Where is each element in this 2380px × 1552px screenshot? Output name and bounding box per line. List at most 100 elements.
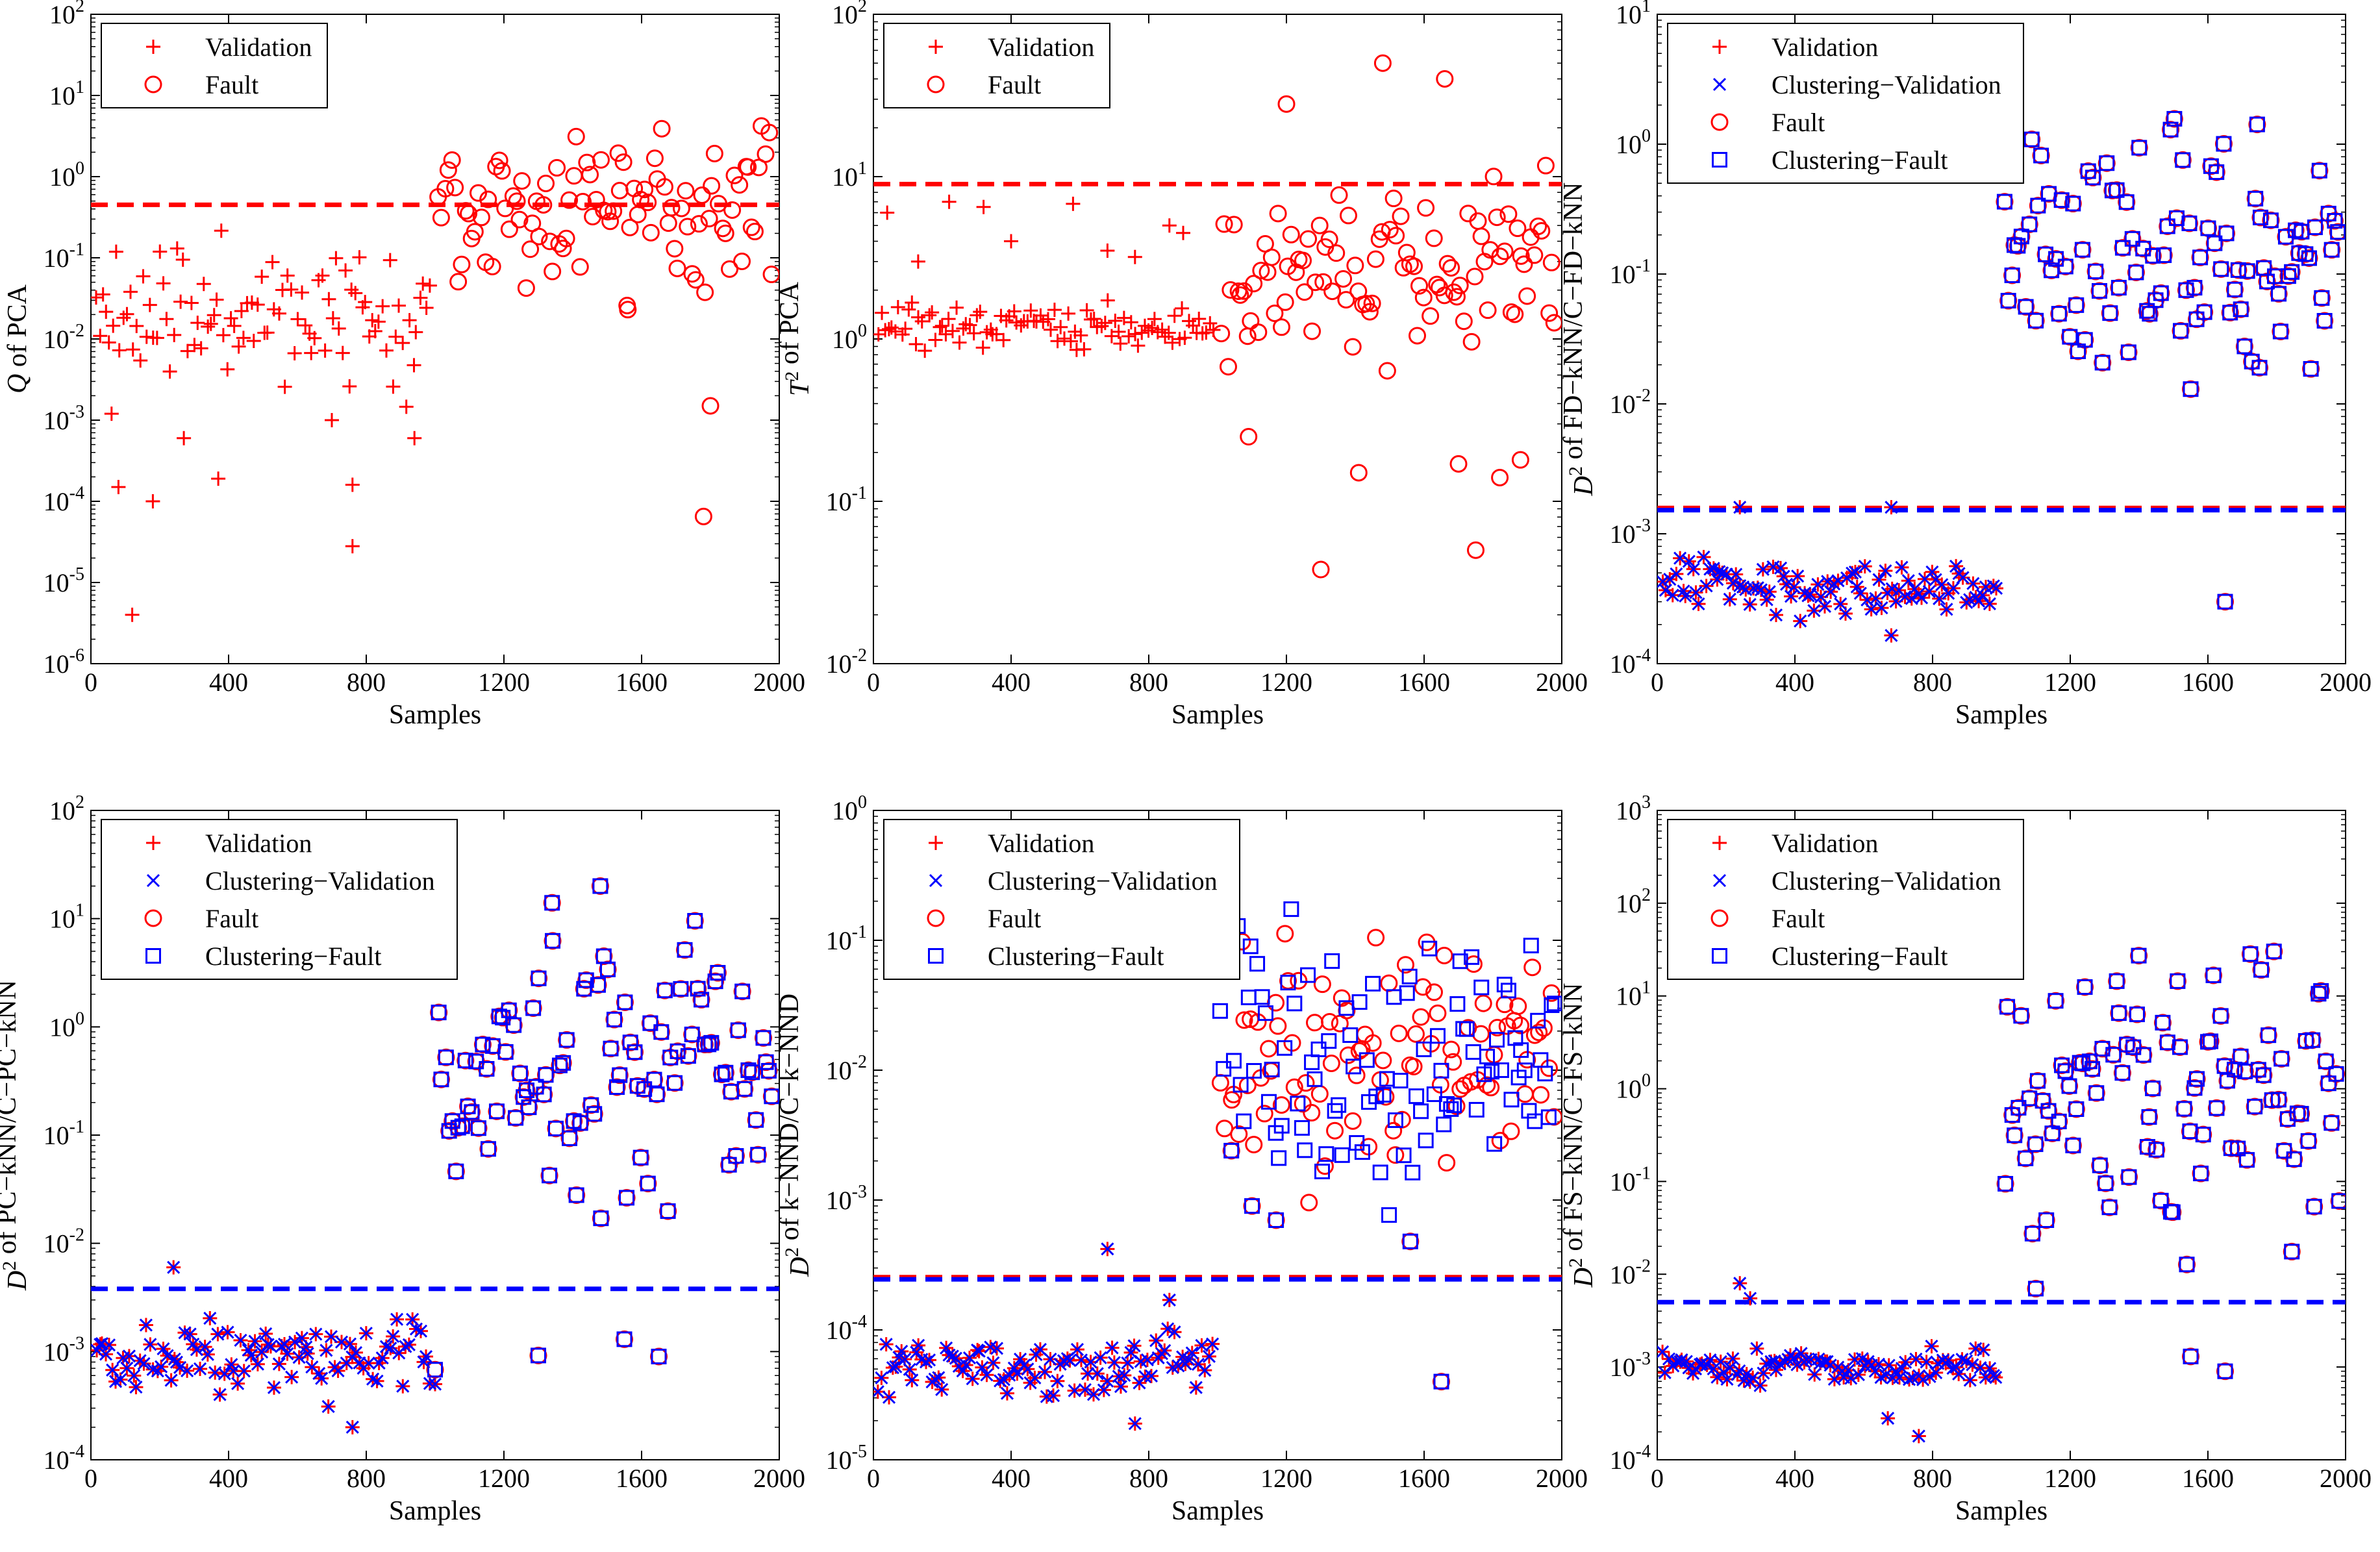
data-point bbox=[2018, 299, 2034, 315]
data-point bbox=[99, 305, 114, 319]
data-point bbox=[1033, 308, 1048, 323]
data-point bbox=[1513, 1042, 1529, 1058]
legend-marker bbox=[1712, 77, 1727, 92]
data-point bbox=[1899, 1355, 1912, 1369]
data-point bbox=[1435, 286, 1453, 305]
data-point bbox=[2324, 242, 2340, 258]
legend-marker bbox=[1710, 909, 1729, 927]
y-tick-label: 10-2 bbox=[826, 645, 867, 679]
data-point bbox=[2207, 235, 2223, 251]
data-point bbox=[1762, 585, 1776, 599]
y-tick-label: 10-4 bbox=[44, 483, 84, 516]
data-point bbox=[1659, 583, 1672, 597]
data-point bbox=[1168, 1325, 1181, 1339]
data-point bbox=[1255, 1105, 1273, 1123]
data-point bbox=[544, 262, 562, 281]
legend-label: Fault bbox=[205, 70, 258, 99]
data-point bbox=[315, 268, 330, 283]
data-point bbox=[2018, 1150, 2034, 1166]
data-point bbox=[1726, 577, 1740, 590]
data-point bbox=[1451, 277, 1469, 295]
data-point bbox=[1846, 566, 1859, 580]
data-point bbox=[1787, 581, 1801, 594]
data-point bbox=[1290, 1095, 1306, 1112]
data-point bbox=[480, 1141, 496, 1157]
data-point bbox=[593, 1210, 609, 1227]
data-point bbox=[1466, 268, 1484, 286]
data-point bbox=[1502, 1122, 1520, 1140]
legend-marker bbox=[1712, 152, 1727, 168]
data-point bbox=[733, 252, 751, 270]
data-point bbox=[1079, 303, 1094, 318]
data-point bbox=[1525, 246, 1544, 264]
data-point bbox=[1481, 241, 1499, 259]
legend-marker bbox=[146, 836, 160, 850]
data-point bbox=[1051, 1374, 1064, 1388]
data-point bbox=[1844, 1371, 1858, 1385]
data-point bbox=[175, 252, 190, 267]
data-point bbox=[1523, 958, 1542, 977]
data-point bbox=[479, 1060, 495, 1077]
data-point bbox=[1303, 1104, 1321, 1122]
data-point bbox=[956, 1364, 970, 1378]
data-point bbox=[636, 181, 654, 199]
data-point bbox=[102, 1338, 116, 1352]
legend-marker bbox=[1712, 40, 1727, 54]
data-point bbox=[1729, 568, 1743, 581]
data-point bbox=[1916, 1373, 1930, 1386]
data-point bbox=[104, 407, 119, 421]
data-point bbox=[234, 1333, 247, 1347]
x-tick-label: 400 bbox=[992, 1464, 1031, 1493]
data-point bbox=[1300, 1194, 1318, 1212]
data-point bbox=[762, 266, 779, 284]
data-point bbox=[428, 1377, 442, 1391]
data-point bbox=[390, 1312, 404, 1326]
data-point bbox=[1203, 316, 1218, 331]
data-point bbox=[497, 1044, 514, 1060]
data-point bbox=[1276, 293, 1294, 311]
data-point bbox=[1053, 319, 1068, 334]
data-point bbox=[136, 269, 151, 284]
data-point bbox=[1314, 1164, 1331, 1180]
data-point bbox=[2054, 1057, 2070, 1073]
data-point bbox=[2239, 1152, 2255, 1168]
data-point bbox=[651, 1348, 667, 1364]
data-point bbox=[2024, 1225, 2040, 1242]
subplot-fs-knn: 0 400 800 1200 1600 2000 10-4 10-3 10-2 10-1 100 10… bbox=[1559, 792, 2372, 1526]
data-point bbox=[1889, 594, 1903, 608]
data-point bbox=[1473, 979, 1490, 995]
data-point bbox=[1449, 996, 1466, 1012]
data-point bbox=[1271, 1150, 1287, 1166]
data-point bbox=[490, 151, 508, 169]
x-tick-label: 1600 bbox=[616, 1464, 668, 1493]
data-point bbox=[2253, 962, 2270, 978]
data-point bbox=[592, 151, 610, 169]
data-point bbox=[287, 346, 302, 361]
data-point bbox=[935, 1383, 949, 1396]
data-point bbox=[1249, 956, 1266, 972]
data-point bbox=[298, 318, 313, 333]
data-point bbox=[1318, 1146, 1334, 1162]
data-point bbox=[2280, 268, 2296, 284]
data-point bbox=[645, 149, 664, 168]
x-tick-label: 800 bbox=[347, 1464, 386, 1493]
y-tick-label: 100 bbox=[1616, 1071, 1651, 1104]
data-point bbox=[1733, 1277, 1747, 1290]
data-point bbox=[1043, 322, 1058, 337]
data-point bbox=[259, 1327, 273, 1340]
data-point bbox=[934, 318, 949, 333]
data-point bbox=[531, 970, 547, 986]
data-point bbox=[1999, 999, 2016, 1015]
data-point bbox=[2153, 285, 2169, 301]
data-point bbox=[370, 1374, 384, 1388]
data-point bbox=[1658, 1366, 1672, 1379]
y-tick-label: 10-2 bbox=[1610, 386, 1651, 419]
data-point bbox=[1966, 1358, 1979, 1371]
data-point bbox=[2023, 131, 2040, 147]
data-point bbox=[1118, 1368, 1131, 1383]
data-point bbox=[690, 981, 706, 997]
plot-area bbox=[90, 14, 780, 664]
data-point bbox=[2145, 247, 2161, 264]
data-point bbox=[2272, 323, 2288, 340]
data-point bbox=[694, 507, 712, 525]
